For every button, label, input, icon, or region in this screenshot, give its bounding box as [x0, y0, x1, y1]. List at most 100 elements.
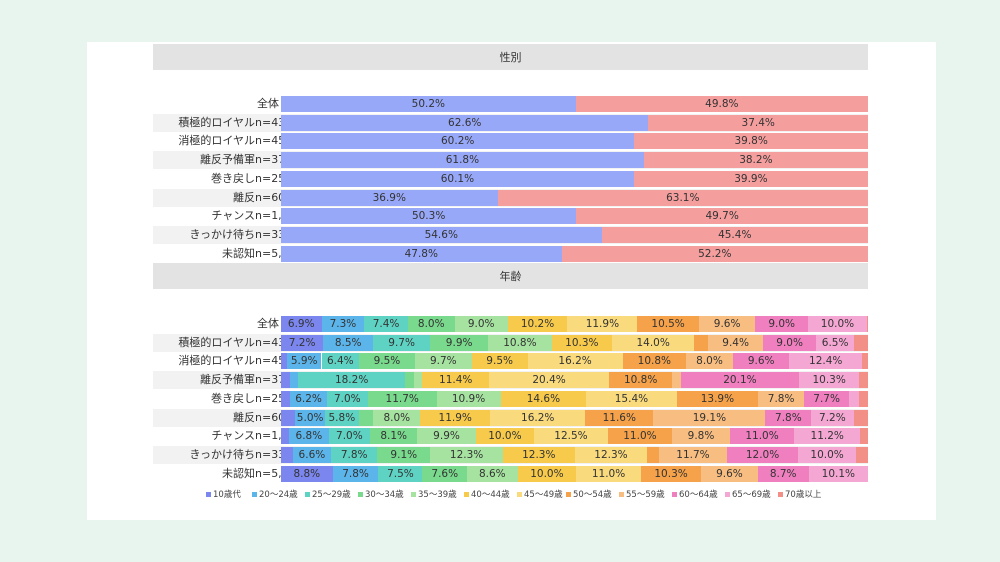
data-label: 8.8% [293, 467, 321, 480]
bar-segment [497, 189, 868, 206]
data-label: 61.8% [445, 154, 480, 167]
data-label: 49.7% [705, 210, 739, 223]
bar-segment [854, 334, 868, 351]
bar-segment [811, 409, 854, 426]
bar-segment [567, 316, 638, 332]
stacked-bar: 47.8% 52.2% [281, 245, 868, 262]
legend-swatch [619, 491, 624, 497]
bar-segment [281, 409, 296, 426]
legend-label: 25～29歳 [312, 490, 351, 500]
data-label: 12.5% [554, 430, 588, 443]
data-label: 9.5% [486, 355, 513, 368]
bar-segment [862, 353, 868, 370]
data-label: 9.6% [713, 318, 741, 330]
data-label: 38.2% [739, 154, 773, 167]
stacked-bar: 6.9% 7.3% 7.4% 8.0% 9.0% 10.2% 11.9% 10.5% 9.6% 9… [281, 316, 868, 332]
bar-segment [758, 390, 804, 407]
data-label: 10.3% [565, 336, 599, 349]
chart-row: きっかけ待ち n=338 6.6% 7.8% 9.1% 12.3% 12.3% 12.3% 11… [153, 445, 868, 464]
bar-segment [454, 316, 508, 332]
bar-segment [648, 114, 868, 131]
data-label: 11.4% [439, 374, 473, 387]
bar-segment [326, 390, 368, 407]
bar-segment [853, 409, 868, 426]
row-label: 巻き戻し [211, 391, 255, 405]
legend-swatch [411, 491, 416, 497]
data-label: 5.9% [290, 355, 318, 368]
legend-label: 40～44歳 [471, 490, 510, 500]
bar-segment [622, 353, 687, 370]
bar-segment [757, 465, 809, 482]
bar-segment [856, 446, 868, 463]
chart-row: チャンス n=1,151 50.3% 49.7% [153, 207, 868, 225]
bar-segment [281, 245, 562, 262]
data-label: 7.6% [431, 467, 459, 480]
data-label: 9.7% [429, 355, 457, 368]
bar-segment [430, 334, 489, 351]
data-label: 50.3% [411, 210, 446, 223]
bar-segment [502, 446, 575, 463]
bar-segment [332, 465, 379, 482]
bar-segment [637, 316, 699, 332]
bar-segment [698, 316, 756, 332]
legend-label: 10歳代 [213, 490, 241, 500]
bar-segment [527, 353, 623, 370]
data-label: 9.9% [433, 430, 460, 443]
data-label: 62.6% [448, 116, 482, 129]
data-label: 18.2% [334, 374, 369, 387]
bar-segment [576, 208, 868, 225]
data-label: 6.6% [298, 448, 326, 461]
bar-segment [672, 428, 730, 445]
data-label: 8.0% [383, 411, 411, 424]
bar-segment [407, 316, 455, 332]
data-label: 11.7% [676, 448, 710, 461]
row-sample-size: n=458 [255, 134, 293, 148]
bar-segment [607, 428, 673, 445]
data-label: 11.0% [623, 430, 657, 443]
row-label: 消極的ロイヤル [178, 354, 255, 368]
data-label: 11.0% [745, 430, 779, 443]
bar-segment [576, 465, 641, 482]
data-label: 9.6% [716, 467, 743, 480]
bar-segment [586, 390, 677, 407]
bar-segment [405, 372, 414, 389]
data-label: 11.6% [602, 411, 636, 424]
section-title-age: 年齢 [499, 270, 522, 283]
bar-segment [585, 409, 654, 426]
legend-item: 25～29歳 [305, 488, 351, 500]
row-sample-size: n=1,151 [255, 429, 303, 443]
stacked-bar: 5.9% 6.4% 9.5% 9.7% 9.5% 16.2% 10.8% 8.0% 9.6% 12… [281, 353, 868, 370]
section-title-gender: 性別 [499, 51, 522, 64]
bar-segment [288, 428, 329, 445]
data-label: 10.0% [530, 467, 564, 480]
row-label: 消極的ロイヤル [178, 134, 255, 148]
bar-segment [369, 428, 418, 445]
chart-row: 未認知 n=5,808 47.8% 52.2% [153, 245, 868, 263]
bar-segment [430, 446, 503, 463]
stacked-bar: 50.3% 49.7% [281, 208, 868, 225]
data-label: 10.9% [451, 392, 486, 405]
data-label: 9.9% [445, 336, 473, 349]
stacked-bar: 62.6% 37.4% [281, 114, 868, 131]
data-label: 7.8% [767, 392, 795, 405]
bar-segment [358, 409, 374, 426]
data-label: 12.3% [522, 448, 556, 461]
data-label: 60.2% [441, 135, 475, 148]
chart-row: 巻き戻し n=251 6.2% 7.0% 11.7% 10.9% 14.6% 15.4% 13.… [153, 390, 868, 408]
bar-segment [367, 390, 437, 407]
bar-segment [281, 170, 634, 187]
legend-label: 30～34歳 [365, 490, 404, 500]
row-sample-size: n=458 [255, 354, 293, 368]
bar-segment [281, 465, 333, 482]
data-label: 7.0% [333, 392, 361, 405]
bar-segment [413, 372, 423, 389]
data-label: 10.2% [520, 318, 555, 330]
bar-segment [647, 446, 659, 463]
legend-item: 35～39歳 [411, 488, 457, 500]
section-header-age: 年齢 [153, 263, 868, 289]
legend: 10歳代 20～24歳 25～29歳 30～34歳 35～39歳 40～44歳 45～49歳… [200, 488, 821, 500]
bar-segment [281, 152, 644, 169]
data-label: 7.4% [372, 318, 400, 330]
bar-segment [658, 446, 728, 463]
row-label: 未認知 [222, 466, 255, 480]
